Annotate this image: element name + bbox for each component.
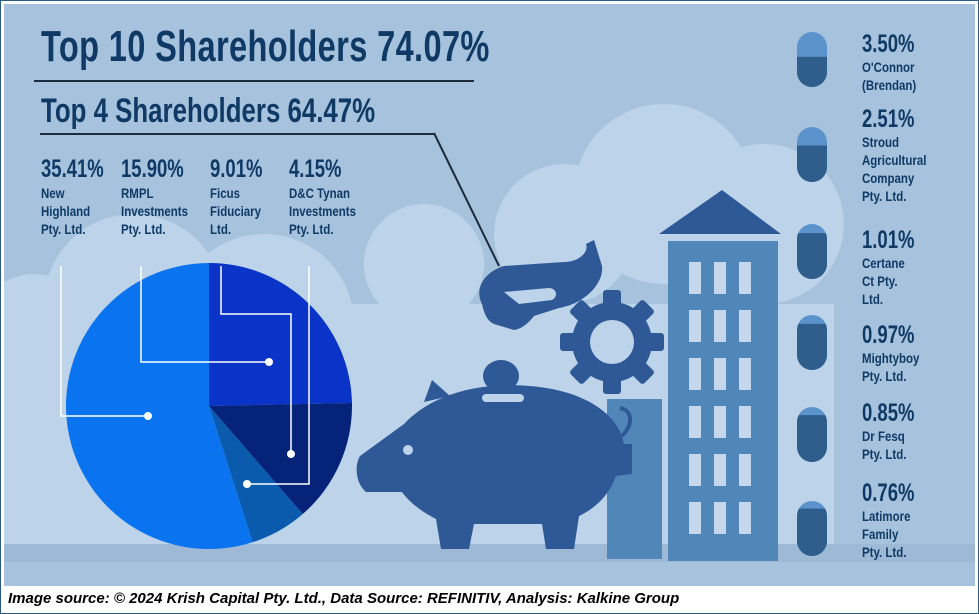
top4-name-line: Pty. Ltd. [41,221,86,237]
holder-name-line: (Brendan) [862,77,917,93]
holder-name-line: Family [862,526,899,542]
holder-dr-fesq: 0.85% Dr Fesq Pty. Ltd. [862,399,933,463]
top4-name-line: Pty. Ltd. [121,221,166,237]
holder-name-line: Mightyboy [862,350,920,366]
top4-name-line: Highland [41,203,91,219]
capsule-icon [797,407,827,462]
background-art [4,32,975,586]
holder-name-line: Dr Fesq [862,428,905,444]
other-holders-capsules [797,32,827,556]
top4-name-line: New [41,185,65,201]
top4-name-line: Fiduciary [210,203,262,219]
infographic-panel: Top 10 Shareholders 74.07% Top 4 Shareho… [4,4,975,586]
hand-icon [479,240,603,330]
building-icon [607,190,781,561]
title-underline-top4 [40,133,434,135]
holder-name-line: Company [862,170,915,186]
top4-label-dc-tynan: 4.15% D&C Tynan Investments Pty. Ltd. [289,154,371,238]
holder-name-line: Pty. Ltd. [862,368,907,384]
pie-slice-ficus [209,402,352,515]
top4-pct: 15.90% [121,155,184,183]
holder-name-line: Certane [862,255,905,271]
coin-icon [483,360,519,392]
top4-label-ficus: 9.01% Ficus Fiduciary Ltd. [210,154,281,238]
title-underline-top10 [34,80,474,82]
pie-slice-dc-tynan [209,406,303,543]
holder-stroud: 2.51% Stroud Agricultural Company Pty. L… [862,105,941,205]
top4-name-line: RMPL [121,185,154,201]
holder-name-line: Stroud [862,134,899,150]
holder-pct: 1.01% [862,226,915,254]
holder-name-line: Ltd. [862,291,884,307]
holder-name-line: Agricultural [862,152,927,168]
holder-name-line: Pty. Ltd. [862,188,907,204]
holder-name-line: Ct Pty. [862,273,898,289]
holder-oconnor: 3.50% O'Connor (Brendan) [862,30,933,94]
holder-pct: 0.97% [862,321,915,349]
piggy-bank-icon [356,380,632,549]
top4-name-line: Investments [121,203,188,219]
holder-name-line: Pty. Ltd. [862,544,907,560]
top4-title: Top 4 Shareholders 64.47% [41,92,376,130]
capsule-icon [797,32,827,87]
capsule-icon [797,315,827,370]
top10-title: Top 10 Shareholders 74.07% [41,22,490,71]
pie-leader-lines [60,266,310,485]
top4-pct: 4.15% [289,155,342,183]
holder-certane: 1.01% Certane Ct Pty. Ltd. [862,226,933,308]
top4-label-rmpl: 15.90% RMPL Investments Pty. Ltd. [121,154,206,238]
holder-pct: 0.85% [862,399,915,427]
ground-strip [4,544,975,562]
top4-name-line: D&C Tynan [289,185,351,201]
capsule-icon [797,224,827,279]
pie-slice-rmpl [209,263,352,406]
holder-pct: 2.51% [862,105,915,133]
source-footer: Image source: © 2024 Krish Capital Pty. … [8,590,680,607]
pie-leader-dots [144,358,295,488]
holder-name-line: O'Connor [862,59,915,75]
top4-pct: 35.41% [41,155,104,183]
pie-slice-new-highland [65,263,253,549]
holder-pct: 0.76% [862,479,915,507]
holder-latimore: 0.76% Latimore Family Pty. Ltd. [862,479,933,561]
gear-icon [560,290,664,394]
top4-name-line: Pty. Ltd. [289,221,334,237]
capsule-icon [797,501,827,556]
top4-name-line: Ficus [210,185,240,201]
shareholder-pie-chart [65,263,352,549]
top4-name-line: Ltd. [210,221,232,237]
top4-name-line: Investments [289,203,356,219]
holder-pct: 3.50% [862,30,915,58]
holder-name-line: Latimore [862,508,911,524]
holder-mightyboy: 0.97% Mightyboy Pty. Ltd. [862,321,933,385]
top4-label-new-highland: 35.41% New Highland Pty. Ltd. [41,154,126,238]
top4-pct: 9.01% [210,155,263,183]
capsule-icon [797,127,827,182]
ground-base [4,562,975,586]
leader-line-title [433,132,500,267]
holder-name-line: Pty. Ltd. [862,446,907,462]
